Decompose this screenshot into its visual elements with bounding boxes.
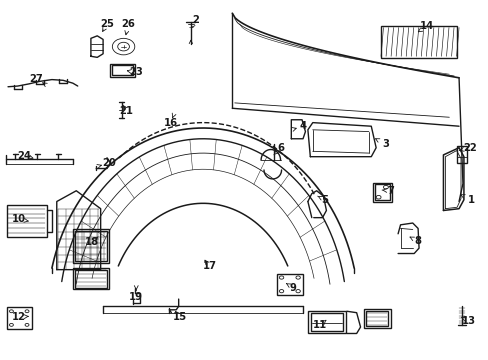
Bar bbox=[363, 309, 390, 328]
Text: 22: 22 bbox=[463, 143, 476, 153]
Text: 12: 12 bbox=[12, 312, 26, 322]
Bar bbox=[366, 311, 387, 326]
Bar bbox=[75, 231, 107, 261]
Text: 25: 25 bbox=[100, 19, 114, 29]
Text: 5: 5 bbox=[321, 195, 328, 205]
Text: 24: 24 bbox=[17, 150, 31, 161]
Text: 3: 3 bbox=[382, 139, 388, 149]
Text: 10: 10 bbox=[12, 215, 26, 224]
Text: 11: 11 bbox=[312, 320, 326, 330]
Bar bbox=[6, 307, 32, 329]
Text: 17: 17 bbox=[202, 261, 216, 271]
Text: 26: 26 bbox=[121, 19, 135, 29]
Bar bbox=[456, 145, 467, 163]
Text: 16: 16 bbox=[163, 118, 177, 128]
Text: 15: 15 bbox=[173, 312, 187, 322]
Bar bbox=[6, 205, 46, 237]
Bar bbox=[307, 311, 345, 333]
Text: 27: 27 bbox=[29, 74, 43, 84]
Text: 8: 8 bbox=[413, 236, 420, 246]
Text: 9: 9 bbox=[289, 283, 296, 293]
Text: 7: 7 bbox=[386, 186, 393, 196]
Bar bbox=[374, 184, 389, 200]
Text: 21: 21 bbox=[119, 106, 133, 116]
Bar bbox=[112, 65, 133, 75]
Text: 23: 23 bbox=[129, 67, 143, 77]
Bar bbox=[277, 274, 302, 295]
Bar bbox=[372, 183, 391, 202]
Text: 6: 6 bbox=[277, 143, 284, 153]
Bar bbox=[380, 26, 456, 58]
Text: 4: 4 bbox=[299, 121, 306, 131]
Text: 13: 13 bbox=[461, 316, 475, 325]
Text: 14: 14 bbox=[419, 21, 434, 31]
Bar bbox=[75, 270, 107, 288]
Bar bbox=[110, 64, 135, 77]
Text: 18: 18 bbox=[85, 237, 99, 247]
Text: 19: 19 bbox=[129, 292, 143, 302]
Text: 1: 1 bbox=[467, 195, 474, 205]
Text: 20: 20 bbox=[102, 158, 116, 168]
Bar bbox=[310, 314, 342, 331]
Bar bbox=[73, 268, 109, 289]
Bar bbox=[73, 229, 109, 263]
Text: 2: 2 bbox=[192, 15, 199, 26]
